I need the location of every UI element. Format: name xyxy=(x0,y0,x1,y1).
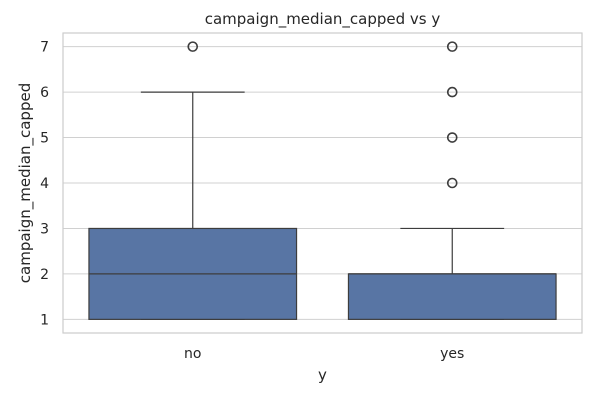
outlier-yes-7 xyxy=(446,41,458,52)
y-tick-label-6: 6 xyxy=(40,85,49,101)
y-tick-labels: 1 2 3 4 5 6 7 xyxy=(40,40,49,329)
outlier-yes-6 xyxy=(446,86,458,98)
box-group-yes xyxy=(347,41,557,320)
plot-frame xyxy=(62,32,583,334)
y-tick-label-2: 2 xyxy=(40,267,49,283)
x-axis-title: y xyxy=(318,366,327,384)
x-tick-label-no: no xyxy=(184,346,201,362)
y-tick-label-1: 1 xyxy=(40,312,49,328)
y-tick-label-4: 4 xyxy=(40,176,49,192)
y-axis-title: campaign_median_capped xyxy=(16,83,35,283)
boxes xyxy=(88,41,557,320)
outlier-no-7 xyxy=(187,41,199,52)
x-tick-labels: no yes xyxy=(184,346,464,362)
y-tick-label-3: 3 xyxy=(40,221,49,237)
y-tick-label-5: 5 xyxy=(40,131,49,147)
x-tick-label-yes: yes xyxy=(440,346,464,362)
outlier-yes-5 xyxy=(446,132,458,143)
box-yes xyxy=(347,273,557,320)
chart-title: campaign_median_capped vs y xyxy=(205,10,441,29)
outlier-yes-4 xyxy=(446,177,458,189)
box-group-no xyxy=(88,41,298,320)
y-tick-label-7: 7 xyxy=(40,40,49,56)
